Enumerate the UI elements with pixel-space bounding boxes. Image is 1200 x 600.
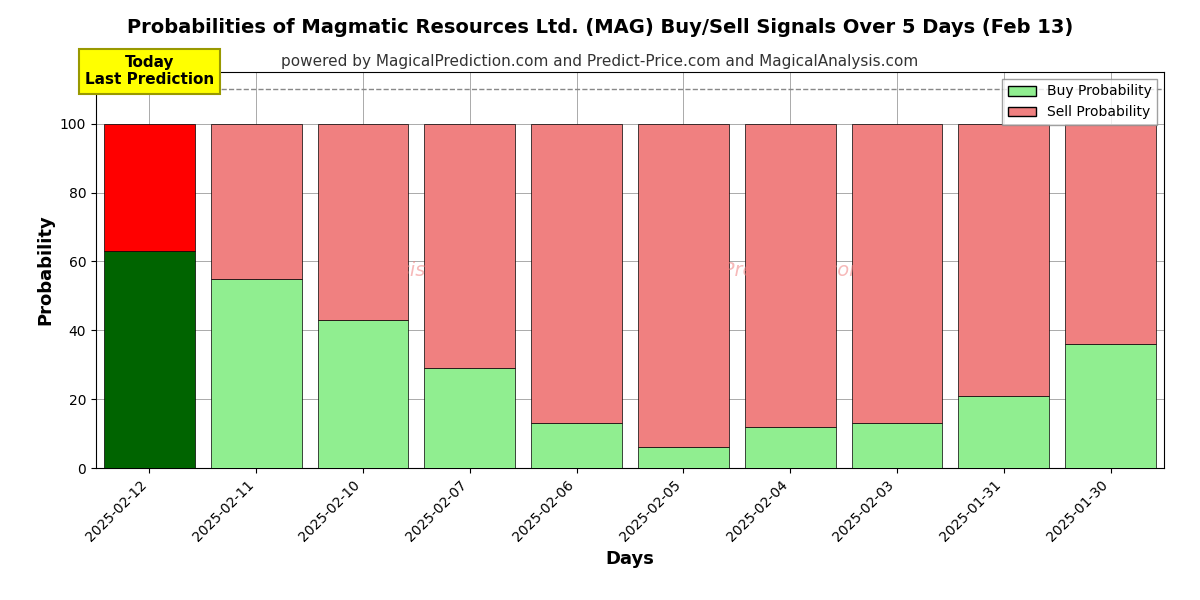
Bar xyxy=(959,124,1049,395)
Bar xyxy=(104,124,194,251)
Bar xyxy=(211,278,301,468)
Bar xyxy=(1066,124,1156,344)
Bar xyxy=(852,124,942,423)
Bar xyxy=(425,124,515,368)
Y-axis label: Probability: Probability xyxy=(36,215,54,325)
Legend: Buy Probability, Sell Probability: Buy Probability, Sell Probability xyxy=(1002,79,1157,125)
Text: calAnalysis.com: calAnalysis.com xyxy=(317,260,473,280)
Bar xyxy=(638,448,728,468)
Text: Today
Last Prediction: Today Last Prediction xyxy=(85,55,214,88)
Bar xyxy=(745,124,835,427)
Bar xyxy=(745,427,835,468)
X-axis label: Days: Days xyxy=(606,550,654,568)
Bar xyxy=(532,423,622,468)
Bar xyxy=(104,251,194,468)
Text: Probabilities of Magmatic Resources Ltd. (MAG) Buy/Sell Signals Over 5 Days (Feb: Probabilities of Magmatic Resources Ltd.… xyxy=(127,18,1073,37)
Bar xyxy=(1066,344,1156,468)
Bar xyxy=(852,423,942,468)
Bar xyxy=(318,320,408,468)
Text: powered by MagicalPrediction.com and Predict-Price.com and MagicalAnalysis.com: powered by MagicalPrediction.com and Pre… xyxy=(281,54,919,69)
Text: MagicalPrediction.com: MagicalPrediction.com xyxy=(648,260,869,280)
Bar xyxy=(318,124,408,320)
Bar xyxy=(959,395,1049,468)
Bar xyxy=(211,124,301,278)
Bar xyxy=(532,124,622,423)
Bar xyxy=(638,124,728,448)
Bar xyxy=(425,368,515,468)
